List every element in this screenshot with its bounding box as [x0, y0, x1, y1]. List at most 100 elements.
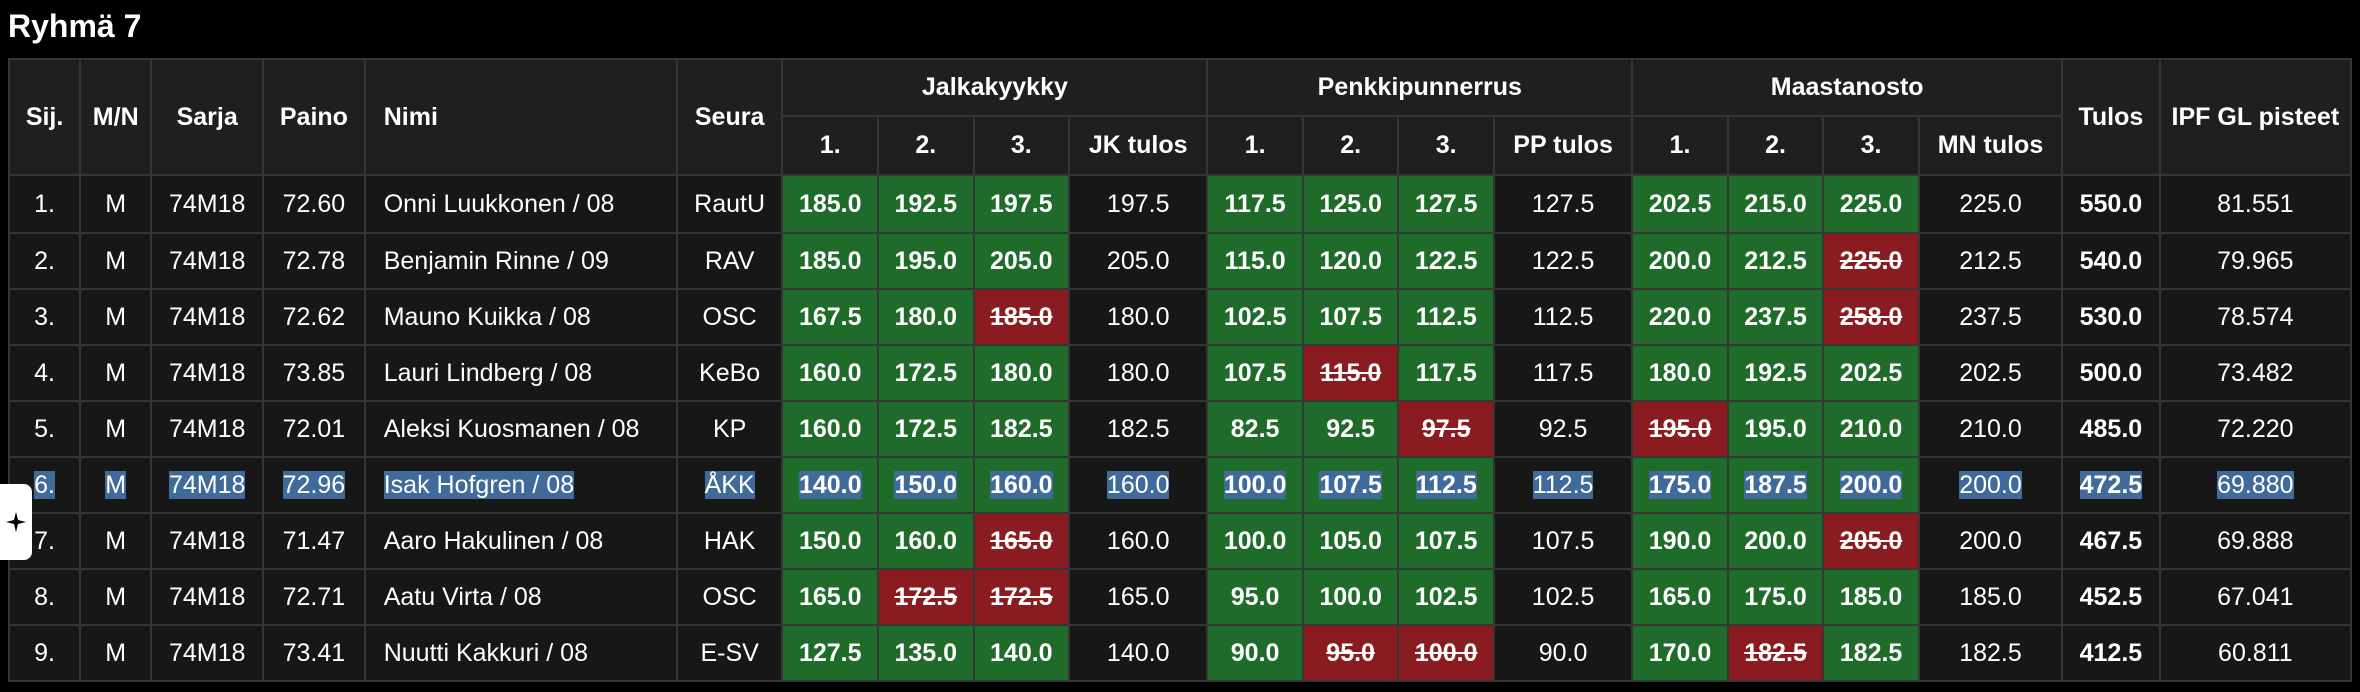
table-body: 1. M 74M18 72.60 Onni Luukkonen / 08 RautU 185… — [7, 174, 2353, 682]
deadlift-attempt-2: 212.5 — [1726, 232, 1825, 290]
bench-attempt-1-text: 82.5 — [1230, 414, 1280, 443]
place-cell: 8. — [7, 568, 82, 626]
table-row[interactable]: 4. M 74M18 73.85 Lauri Lindberg / 08 KeBo 160.… — [7, 344, 2353, 402]
table-row[interactable]: 8. M 74M18 72.71 Aatu Virta / 08 OSC 165.0 172.… — [7, 568, 2353, 626]
squat-attempt-1-text: 185.0 — [798, 246, 862, 275]
bench-attempt-2-text: 107.5 — [1319, 470, 1382, 499]
deadlift-result-cell: 202.5 — [1917, 344, 2064, 402]
deadlift-result-cell-text: 212.5 — [1959, 246, 2022, 275]
squat-attempt-3: 185.0 — [972, 288, 1071, 346]
table-row[interactable]: 3. M 74M18 72.62 Mauno Kuikka / 08 OSC 167.5 18… — [7, 288, 2353, 346]
deadlift-result-cell-text: 182.5 — [1959, 638, 2022, 667]
bench-attempt-1: 117.5 — [1206, 174, 1304, 234]
deadlift-attempt-3-text: 225.0 — [1839, 189, 1903, 218]
header-points[interactable]: IPF GL pisteet — [2158, 58, 2353, 176]
name-cell-text: Nuutti Kakkuri / 08 — [383, 638, 588, 667]
squat-attempt-2: 172.5 — [877, 400, 975, 458]
table-row[interactable]: 2. M 74M18 72.78 Benjamin Rinne / 09 RAV 185.0… — [7, 232, 2353, 290]
place-cell: 4. — [7, 344, 82, 402]
deadlift-attempt-1: 220.0 — [1631, 288, 1729, 346]
bench-attempt-1-text: 100.0 — [1223, 470, 1287, 499]
points-cell: 60.811 — [2158, 624, 2353, 682]
deadlift-attempt-1: 202.5 — [1631, 174, 1729, 234]
header-squat-result[interactable]: JK tulos — [1068, 115, 1209, 176]
total-cell: 467.5 — [2061, 512, 2161, 570]
table-header: Sij. M/N Sarja Paino Nimi Seura Jalkakyy… — [7, 58, 2353, 176]
deadlift-attempt-3-text: 205.0 — [1839, 526, 1903, 555]
bench-attempt-2-text: 105.0 — [1319, 526, 1382, 555]
squat-attempt-1: 185.0 — [781, 174, 879, 234]
gender-cell-text: M — [105, 638, 127, 667]
table-row[interactable]: 1. M 74M18 72.60 Onni Luukkonen / 08 RautU 185… — [7, 174, 2353, 234]
side-tab[interactable] — [0, 484, 32, 560]
header-deadlift-result[interactable]: MN tulos — [1917, 115, 2064, 176]
name-cell: Aatu Virta / 08 — [363, 568, 678, 626]
weight-cell: 72.78 — [262, 232, 366, 290]
weight-cell-text: 72.62 — [282, 302, 346, 331]
header-club[interactable]: Seura — [675, 58, 784, 176]
deadlift-attempt-1: 175.0 — [1631, 456, 1729, 514]
squat-attempt-3-text: 182.5 — [990, 414, 1053, 443]
bench-attempt-2: 105.0 — [1301, 512, 1400, 570]
place-cell: 9. — [7, 624, 82, 682]
header-place[interactable]: Sij. — [7, 58, 82, 176]
club-cell: KeBo — [675, 344, 784, 402]
bench-attempt-3-text: 97.5 — [1421, 414, 1471, 443]
squat-result-cell: 205.0 — [1068, 232, 1209, 290]
deadlift-attempt-1-text: 180.0 — [1648, 358, 1712, 387]
squat-attempt-3: 197.5 — [972, 174, 1071, 234]
weight-cell-text: 72.71 — [282, 582, 346, 611]
header-name[interactable]: Nimi — [363, 58, 678, 176]
bench-attempt-1: 107.5 — [1206, 344, 1304, 402]
table-row[interactable]: 5. M 74M18 72.01 Aleksi Kuosmanen / 08 KP 160.… — [7, 400, 2353, 458]
bench-attempt-3-text: 107.5 — [1414, 526, 1478, 555]
bench-attempt-3: 122.5 — [1397, 232, 1495, 290]
header-deadlift-attempt-3: 3. — [1822, 115, 1920, 176]
club-cell-text: OSC — [702, 582, 757, 611]
squat-attempt-2: 172.5 — [877, 344, 975, 402]
header-bench-result[interactable]: PP tulos — [1492, 115, 1634, 176]
gender-cell: M — [79, 344, 153, 402]
bench-result-cell-text: 127.5 — [1531, 189, 1595, 218]
bench-result-cell: 107.5 — [1492, 512, 1634, 570]
deadlift-attempt-3-text: 225.0 — [1839, 246, 1903, 275]
gender-cell: M — [79, 400, 153, 458]
header-total[interactable]: Tulos — [2061, 58, 2161, 176]
deadlift-attempt-2: 187.5 — [1726, 456, 1825, 514]
gender-cell-text: M — [105, 302, 127, 331]
club-cell-text: RAV — [704, 246, 755, 275]
club-cell: E-SV — [675, 624, 784, 682]
header-weight[interactable]: Paino — [262, 58, 366, 176]
weight-cell-text: 72.96 — [282, 470, 346, 499]
bench-attempt-1-text: 115.0 — [1224, 246, 1286, 275]
gender-cell-text: M — [105, 246, 127, 275]
club-cell-text: E-SV — [700, 638, 759, 667]
deadlift-attempt-3: 202.5 — [1822, 344, 1920, 402]
squat-attempt-1-text: 160.0 — [798, 414, 862, 443]
bench-attempt-1: 102.5 — [1206, 288, 1304, 346]
header-series[interactable]: Sarja — [150, 58, 265, 176]
squat-attempt-2-text: 160.0 — [894, 526, 958, 555]
weight-cell: 71.47 — [262, 512, 366, 570]
gender-cell-text: M — [105, 526, 127, 555]
squat-result-cell-text: 197.5 — [1106, 189, 1170, 218]
points-cell-text: 81.551 — [2217, 189, 2294, 218]
points-cell: 78.574 — [2158, 288, 2353, 346]
squat-attempt-1: 185.0 — [781, 232, 879, 290]
bench-attempt-1: 100.0 — [1206, 512, 1304, 570]
bench-attempt-1-text: 90.0 — [1230, 638, 1280, 667]
place-cell-text: 1. — [34, 189, 55, 218]
gender-cell: M — [79, 288, 153, 346]
weight-cell: 72.62 — [262, 288, 366, 346]
header-gender[interactable]: M/N — [79, 58, 153, 176]
bench-attempt-3: 100.0 — [1397, 624, 1495, 682]
weight-cell-text: 72.60 — [282, 189, 346, 218]
table-row[interactable]: 9. M 74M18 73.41 Nuutti Kakkuri / 08 E-SV 127.… — [7, 624, 2353, 682]
weight-cell: 73.85 — [262, 344, 366, 402]
table-row[interactable]: 6. M 74M18 72.96 Isak Hofgren / 08 ÅKK 140.0 15… — [7, 456, 2353, 514]
bench-attempt-1-text: 95.0 — [1230, 582, 1280, 611]
deadlift-attempt-2-text: 187.5 — [1744, 470, 1807, 499]
table-row[interactable]: 7. M 74M18 71.47 Aaro Hakulinen / 08 HAK 150.0… — [7, 512, 2353, 570]
squat-attempt-1: 165.0 — [781, 568, 879, 626]
series-cell: 74M18 — [150, 456, 265, 514]
